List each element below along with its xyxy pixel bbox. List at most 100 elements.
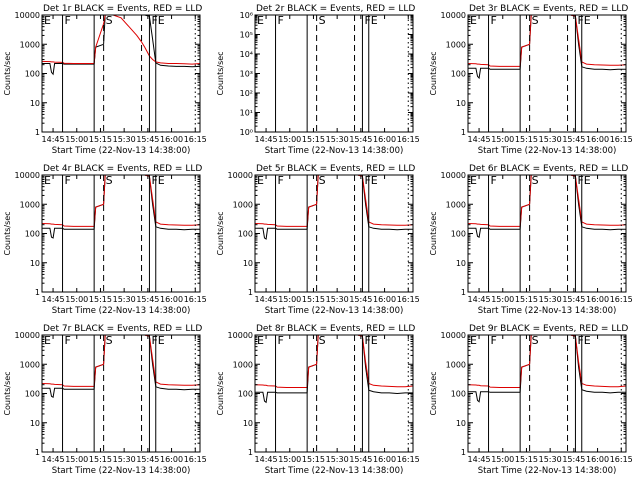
y-tick-label: 10 bbox=[456, 419, 466, 428]
x-tick-label: 16:00 bbox=[373, 295, 396, 304]
y-axis-label: Counts/sec bbox=[3, 371, 12, 415]
panel-frame bbox=[41, 334, 201, 453]
marker-label-f: F bbox=[364, 14, 370, 27]
x-tick-label: 15:30 bbox=[113, 135, 136, 144]
series-line-events bbox=[42, 175, 200, 239]
x-tick-label: 16:00 bbox=[586, 135, 609, 144]
y-tick-label: 10 bbox=[456, 99, 466, 108]
marker-label-e: E bbox=[470, 14, 477, 27]
x-tick-label: 15:15 bbox=[515, 135, 538, 144]
x-tick-label: 15:45 bbox=[349, 295, 372, 304]
marker-label-e: E bbox=[584, 14, 591, 27]
x-axis-label: Start Time (22-Nov-13 14:38:00) bbox=[265, 306, 404, 316]
panel-frame bbox=[41, 14, 201, 133]
y-tick-label: 10000 bbox=[441, 11, 466, 20]
panel-title: Det 9r BLACK = Events, RED = LLD bbox=[469, 324, 628, 334]
marker-label-e: E bbox=[371, 14, 378, 27]
x-axis-label: Start Time (22-Nov-13 14:38:00) bbox=[478, 466, 617, 476]
marker-label-f: F bbox=[577, 174, 583, 187]
x-tick-label: 15:15 bbox=[515, 295, 538, 304]
panel-title: Det 7r BLACK = Events, RED = LLD bbox=[43, 324, 202, 334]
x-tick-label: 15:15 bbox=[302, 295, 325, 304]
x-axis-label: Start Time (22-Nov-13 14:38:00) bbox=[52, 146, 191, 156]
y-tick-label: 100 bbox=[451, 70, 466, 79]
panel-data-area bbox=[42, 15, 200, 76]
x-tick-label: 16:15 bbox=[397, 455, 420, 464]
y-tick-label: 1000 bbox=[446, 360, 466, 369]
panel-title: Det 2r BLACK = Events, RED = LLD bbox=[256, 4, 415, 14]
x-tick-label: 16:00 bbox=[160, 135, 183, 144]
y-tick-label: 10 bbox=[243, 259, 253, 268]
panel-data-area bbox=[255, 175, 413, 240]
y-tick-label: 1000 bbox=[446, 40, 466, 49]
panel-data-area bbox=[468, 175, 626, 238]
panel-title: Det 3r BLACK = Events, RED = LLD bbox=[469, 4, 628, 14]
marker-label-f: F bbox=[577, 334, 583, 347]
marker-label-f: F bbox=[65, 334, 71, 347]
marker-label-e: E bbox=[44, 174, 51, 187]
y-tick-label: 10 bbox=[30, 419, 40, 428]
x-tick-label: 16:15 bbox=[610, 295, 633, 304]
x-tick-label: 15:15 bbox=[89, 135, 112, 144]
y-axis-label: Counts/sec bbox=[216, 211, 225, 255]
x-tick-label: 14:45 bbox=[468, 135, 491, 144]
x-tick-label: 15:15 bbox=[89, 455, 112, 464]
series-line-lld bbox=[42, 175, 200, 227]
x-tick-label: 15:45 bbox=[136, 295, 159, 304]
y-tick-label: 1 bbox=[461, 128, 466, 137]
x-tick-label: 15:30 bbox=[326, 455, 349, 464]
y-tick-label: 100 bbox=[451, 230, 466, 239]
panel-data-area bbox=[468, 335, 626, 403]
marker-label-s: S bbox=[319, 14, 326, 27]
y-axis-label: Counts/sec bbox=[3, 51, 12, 95]
marker-label-e: E bbox=[257, 14, 264, 27]
y-tick-label: 1 bbox=[461, 448, 466, 457]
y-tick-label: 100 bbox=[238, 230, 253, 239]
marker-label-e: E bbox=[158, 334, 165, 347]
marker-label-e: E bbox=[470, 174, 477, 187]
x-tick-label: 15:00 bbox=[65, 135, 88, 144]
x-tick-label: 15:15 bbox=[515, 455, 538, 464]
panel-data-area bbox=[468, 15, 626, 80]
marker-label-f: F bbox=[151, 334, 157, 347]
marker-label-f: F bbox=[278, 14, 284, 27]
x-tick-label: 15:45 bbox=[562, 135, 585, 144]
panel-data-area bbox=[42, 175, 200, 239]
y-tick-label: 10000 bbox=[15, 171, 40, 180]
x-tick-label: 16:00 bbox=[586, 295, 609, 304]
x-tick-label: 15:00 bbox=[278, 295, 301, 304]
y-axis-label: Counts/sec bbox=[3, 211, 12, 255]
x-tick-label: 15:45 bbox=[562, 455, 585, 464]
y-tick-label: 1 bbox=[248, 288, 253, 297]
series-line-events bbox=[468, 15, 626, 80]
y-tick-label: 10⁴ bbox=[240, 50, 253, 59]
y-tick-label: 10000 bbox=[441, 171, 466, 180]
y-tick-label: 1 bbox=[461, 288, 466, 297]
x-tick-label: 16:15 bbox=[184, 295, 207, 304]
marker-label-s: S bbox=[106, 14, 113, 27]
series-line-lld bbox=[255, 175, 413, 227]
panel-frame bbox=[467, 334, 627, 453]
y-tick-label: 10000 bbox=[15, 331, 40, 340]
marker-label-e: E bbox=[158, 174, 165, 187]
marker-label-f: F bbox=[278, 334, 284, 347]
y-tick-label: 1 bbox=[35, 128, 40, 137]
marker-label-e: E bbox=[584, 174, 591, 187]
y-tick-label: 10 bbox=[243, 419, 253, 428]
y-tick-label: 1000 bbox=[233, 200, 253, 209]
marker-label-f: F bbox=[491, 334, 497, 347]
marker-label-s: S bbox=[532, 334, 539, 347]
marker-label-e: E bbox=[44, 14, 51, 27]
y-tick-label: 100 bbox=[25, 70, 40, 79]
panel-title: Det 6r BLACK = Events, RED = LLD bbox=[469, 164, 628, 174]
y-axis-label: Counts/sec bbox=[216, 51, 225, 95]
y-axis-label: Counts/sec bbox=[429, 371, 438, 415]
series-line-lld bbox=[42, 15, 200, 65]
series-line-events bbox=[255, 335, 413, 404]
x-tick-label: 15:00 bbox=[491, 455, 514, 464]
